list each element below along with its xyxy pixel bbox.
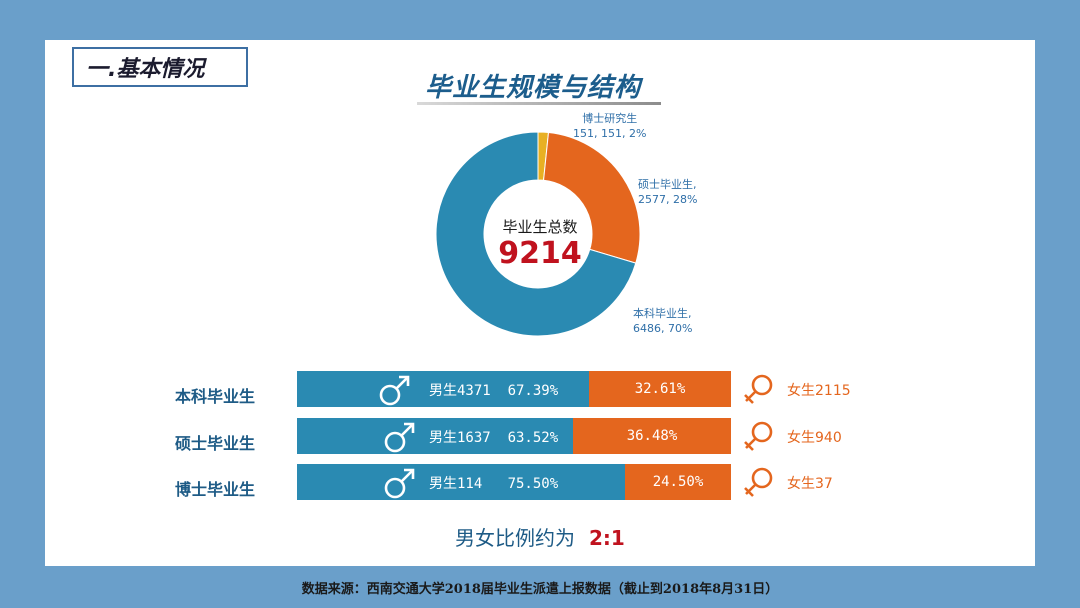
slice-label-master-value: 2577, 28%: [638, 193, 698, 206]
slice-label-bachelor: 本科毕业生, 6486, 70%: [633, 306, 692, 336]
male-icon: [384, 468, 415, 499]
slice-label-phd-name: 博士研究生: [582, 112, 638, 125]
male-icon: [384, 422, 415, 453]
female-segment: 32.61%: [589, 371, 731, 407]
male-stat: 男生1637 63.52%: [429, 430, 559, 446]
slice-label-bachelor-value: 6486, 70%: [633, 322, 693, 335]
gender-ratio-label: 男女比例约为: [455, 526, 575, 550]
gender-bar-master: 男生1637 63.52% 36.48%: [297, 418, 731, 454]
male-segment: 男生1637 63.52%: [297, 418, 573, 454]
slice-label-phd-value: 151, 151, 2%: [573, 127, 647, 140]
male-stat: 男生114 75.50%: [429, 476, 559, 492]
male-segment: 男生114 75.50%: [297, 464, 625, 500]
slice-label-master: 硕士毕业生, 2577, 28%: [638, 177, 697, 207]
gender-bar-bachelor: 男生4371 67.39% 32.61%: [297, 371, 731, 407]
data-source-note: 数据来源：西南交通大学2018届毕业生派遣上报数据（截止到2018年8月31日）: [301, 582, 779, 597]
male-stat: 男生4371 67.39%: [429, 383, 559, 399]
female-segment: 24.50%: [625, 464, 731, 500]
slice-label-phd: 博士研究生 151, 151, 2%: [573, 111, 646, 141]
donut-center-value: 9214: [498, 236, 582, 271]
gender-ratio-value: 2:1: [589, 526, 625, 550]
section-title: 一.基本情况: [86, 57, 205, 82]
title-underline: [417, 102, 661, 105]
female-stat: 女生940: [787, 430, 842, 446]
slice-label-bachelor-name: 本科毕业生,: [633, 307, 692, 320]
gender-bar-phd: 男生114 75.50% 24.50%: [297, 464, 731, 500]
female-stat: 女生2115: [787, 383, 851, 399]
female-segment: 36.48%: [573, 418, 731, 454]
female-icon: [744, 421, 773, 451]
male-icon: [379, 375, 410, 406]
page-title: 毕业生规模与结构: [425, 73, 642, 103]
female-icon: [744, 467, 773, 497]
donut-center-label: 毕业生总数: [502, 218, 578, 236]
male-segment: 男生4371 67.39%: [297, 371, 589, 407]
gender-ratio: 男女比例约为 2:1: [455, 522, 625, 551]
donut-slice-2: [435, 131, 637, 337]
female-stat: 女生37: [787, 476, 833, 492]
female-icon: [744, 374, 773, 404]
row-label-bachelor: 本科毕业生: [174, 387, 255, 406]
donut-slice-1: [543, 131, 641, 264]
section-header: 一.基本情况: [72, 47, 248, 87]
row-label-master: 硕士毕业生: [174, 434, 255, 453]
row-label-phd: 博士毕业生: [174, 480, 255, 499]
slice-label-master-name: 硕士毕业生,: [638, 178, 697, 191]
